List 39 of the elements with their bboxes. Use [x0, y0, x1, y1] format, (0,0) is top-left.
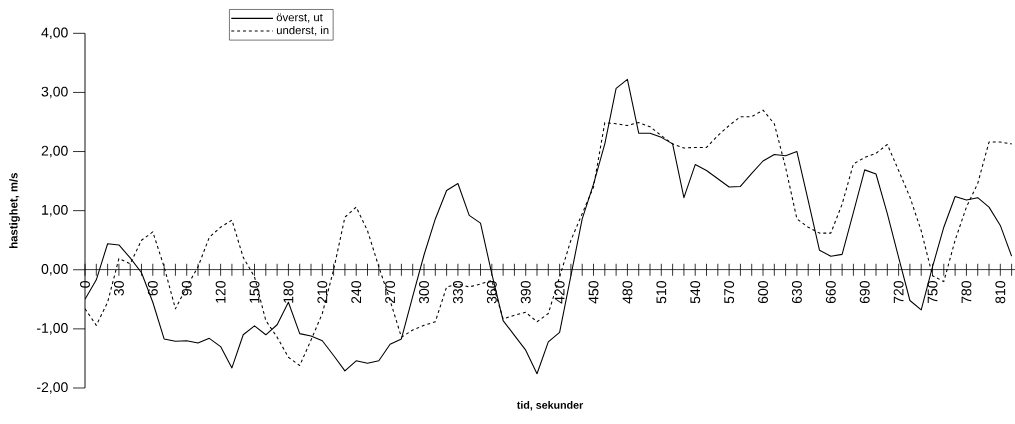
- x-tick-label: 780: [961, 281, 972, 304]
- x-tick-label: 600: [758, 281, 768, 304]
- y-tick-label: -1,00: [37, 323, 68, 335]
- y-axis-title: hastighet, m/s: [9, 173, 20, 248]
- y-tick-label: 4,00: [41, 27, 68, 40]
- x-tick-label: 120: [215, 281, 226, 303]
- x-tick-label: 150: [249, 281, 260, 303]
- x-tick-label: 510: [656, 281, 667, 304]
- legend-label: underst, in: [276, 25, 329, 36]
- x-tick-label: 0: [80, 281, 90, 288]
- x-tick-label: 630: [791, 281, 802, 304]
- y-tick-label: 3,00: [41, 86, 68, 99]
- x-tick-label: 390: [520, 281, 531, 304]
- x-tick-label: 450: [588, 281, 599, 304]
- x-tick-label: 300: [419, 281, 429, 304]
- x-tick-label: 540: [690, 281, 701, 304]
- x-tick-label: 720: [893, 281, 904, 304]
- x-tick-label: 660: [825, 281, 836, 304]
- x-tick-label: 360: [486, 281, 497, 304]
- x-tick-label: 60: [147, 281, 158, 296]
- x-tick-label: 30: [113, 281, 124, 296]
- x-tick-label: 270: [385, 281, 396, 304]
- x-tick-label: 690: [859, 281, 870, 304]
- y-tick-label: -2,00: [37, 382, 68, 394]
- x-tick-label: 180: [283, 281, 294, 303]
- x-tick-label: 330: [452, 281, 463, 304]
- x-tick-label: 750: [927, 281, 938, 304]
- x-tick-label: 420: [554, 281, 565, 304]
- y-tick-label: 0,00: [41, 263, 68, 276]
- x-axis-title: tid, sekunder: [516, 401, 584, 411]
- y-tick-label: 1,00: [42, 204, 68, 217]
- x-tick-label: 480: [622, 281, 633, 304]
- x-tick-label: 240: [351, 281, 362, 304]
- x-tick-label: 90: [181, 281, 192, 296]
- x-tick-label: 810: [995, 281, 1006, 304]
- x-tick-label: 210: [317, 281, 328, 304]
- legend-label: överst, ut: [276, 13, 323, 23]
- x-tick-label: 570: [724, 281, 735, 304]
- y-tick-label: 2,00: [41, 145, 68, 158]
